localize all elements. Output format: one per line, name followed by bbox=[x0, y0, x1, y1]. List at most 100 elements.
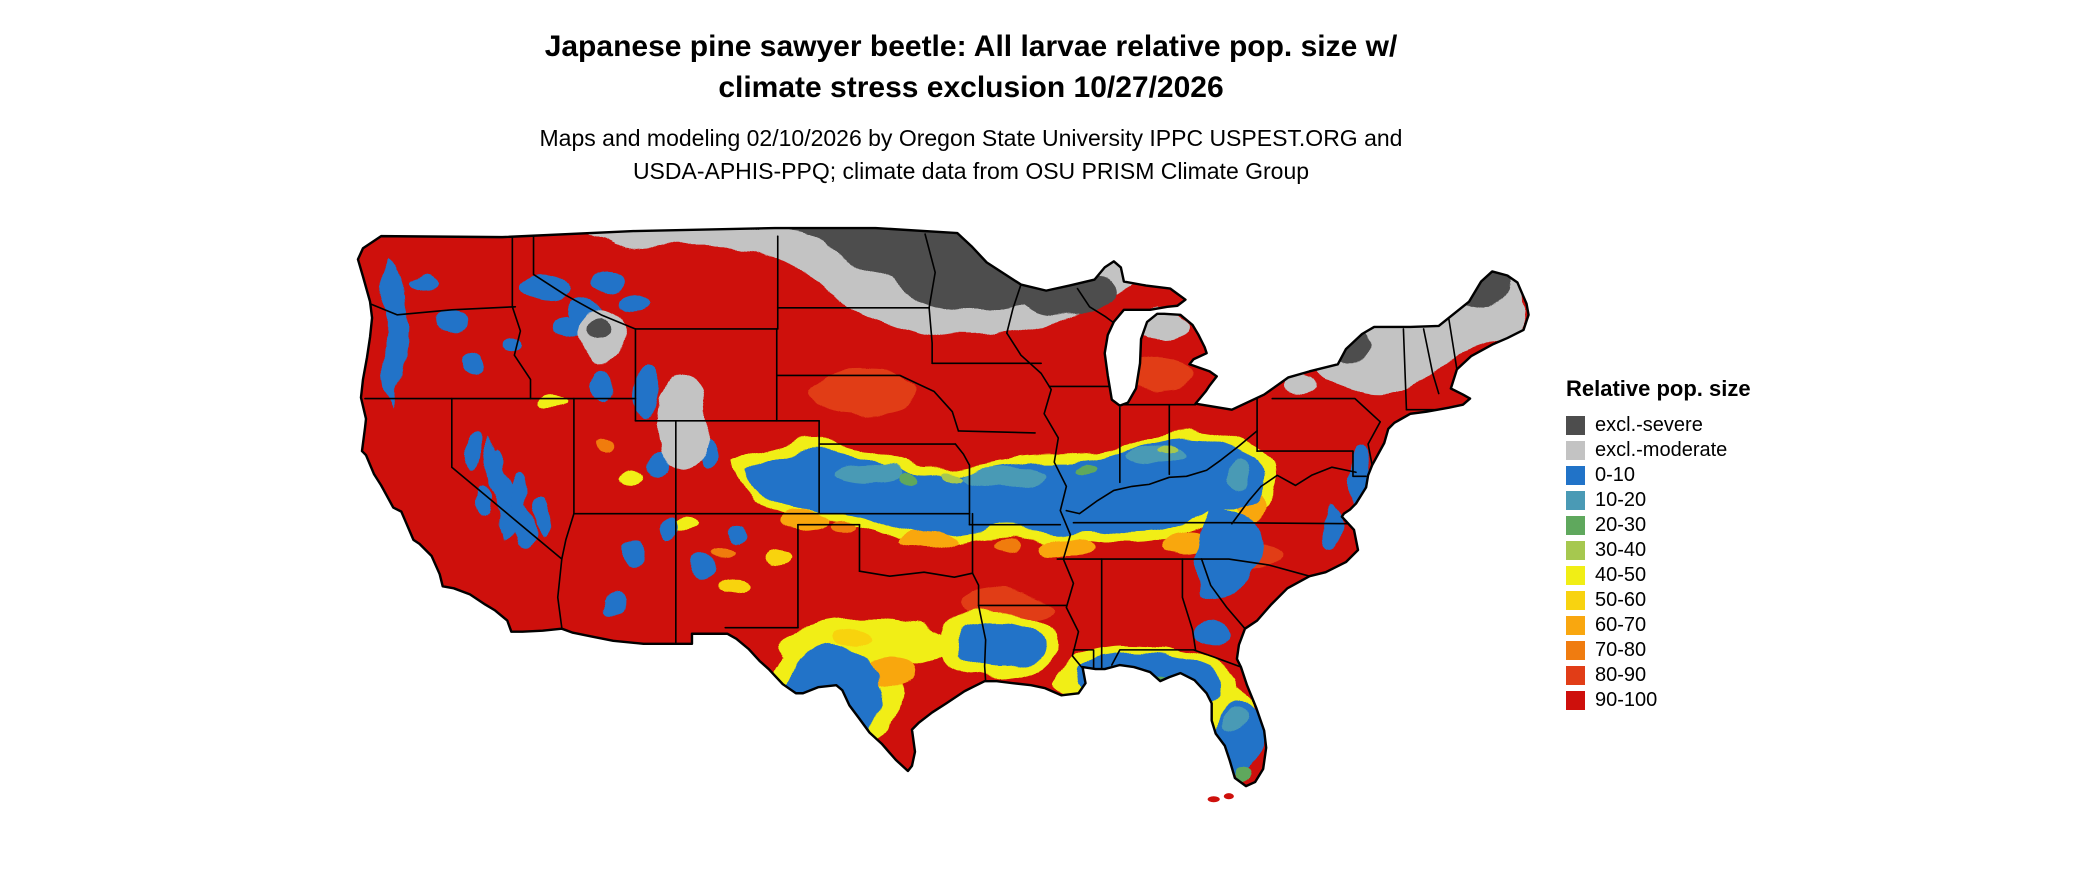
raster-region bbox=[489, 450, 506, 495]
raster-region bbox=[1127, 445, 1189, 464]
raster-region bbox=[696, 555, 717, 580]
map-legend: Relative pop. size excl.-severe excl.-mod… bbox=[1566, 376, 1751, 713]
raster-region bbox=[714, 549, 735, 561]
raster-region bbox=[606, 591, 625, 612]
legend-item: excl.-moderate bbox=[1566, 438, 1751, 463]
raster-region bbox=[1442, 256, 1514, 312]
state-border bbox=[1260, 466, 1357, 488]
legend-item: 90-100 bbox=[1566, 688, 1751, 713]
state-border bbox=[1422, 328, 1440, 395]
legend-swatch bbox=[1566, 516, 1585, 535]
us-outline bbox=[356, 226, 1530, 788]
raster-region bbox=[744, 437, 1265, 536]
legend-item: 10-20 bbox=[1566, 488, 1751, 513]
legend-swatch bbox=[1566, 641, 1585, 660]
state-border bbox=[511, 305, 532, 400]
raster-region bbox=[619, 293, 648, 312]
state-border bbox=[1352, 450, 1367, 478]
raster-region bbox=[593, 367, 614, 400]
map-title-line-2: climate stress exclusion 10/27/2026 bbox=[718, 71, 1224, 104]
raster-region bbox=[657, 371, 711, 477]
legend-label: 30-40 bbox=[1595, 539, 1647, 561]
raster-region bbox=[1195, 625, 1232, 650]
legend-label: 50-60 bbox=[1595, 589, 1647, 611]
raster-region bbox=[830, 629, 871, 646]
raster-region bbox=[477, 484, 492, 517]
florida-keys bbox=[1207, 793, 1234, 803]
raster-region bbox=[382, 256, 407, 404]
raster-region bbox=[435, 308, 468, 329]
map-subtitle-line-1: Maps and modeling 02/10/2026 by Oregon S… bbox=[539, 125, 1403, 151]
raster-region bbox=[762, 547, 787, 563]
legend-label: 70-80 bbox=[1595, 639, 1647, 661]
legend-item: 20-30 bbox=[1566, 513, 1751, 538]
legend-item: 0-10 bbox=[1566, 463, 1751, 488]
raster-region bbox=[465, 431, 483, 473]
raster-region bbox=[409, 274, 434, 291]
raster-region bbox=[461, 351, 483, 376]
raster-region bbox=[548, 320, 581, 342]
legend-swatch bbox=[1566, 691, 1585, 710]
raster-region bbox=[1158, 445, 1179, 454]
legend-swatch bbox=[1566, 541, 1585, 560]
raster-region bbox=[502, 335, 523, 352]
state-border bbox=[1181, 558, 1197, 651]
legend-label: excl.-moderate bbox=[1595, 439, 1728, 461]
state-border bbox=[1367, 421, 1382, 467]
raster-region bbox=[1226, 458, 1252, 491]
raster-region bbox=[895, 530, 957, 551]
raster-region bbox=[521, 272, 574, 305]
raster-region bbox=[1075, 464, 1100, 475]
figure-header: Japanese pine sawyer beetle: All larvae … bbox=[0, 26, 1942, 188]
raster-region bbox=[783, 645, 881, 747]
raster-region bbox=[621, 467, 646, 482]
raster-region bbox=[831, 464, 900, 485]
legend-swatch bbox=[1566, 666, 1585, 685]
raster-region bbox=[720, 578, 749, 593]
raster-region bbox=[946, 470, 967, 479]
raster-region bbox=[593, 437, 614, 451]
raster-region bbox=[511, 470, 528, 515]
raster-region bbox=[1319, 502, 1340, 547]
state-border bbox=[1006, 283, 1022, 334]
legend-swatch bbox=[1566, 416, 1585, 435]
legend-swatch bbox=[1566, 616, 1585, 635]
raster-region bbox=[1287, 376, 1316, 395]
legend-label: 90-100 bbox=[1595, 689, 1658, 711]
legend-rows: excl.-severe excl.-moderate 0-10 10-20 20-30… bbox=[1566, 413, 1751, 713]
raster-region bbox=[621, 538, 646, 572]
legend-swatch bbox=[1566, 591, 1585, 610]
state-border bbox=[924, 233, 936, 365]
legend-label: 80-90 bbox=[1595, 664, 1647, 686]
state-border bbox=[1200, 558, 1246, 630]
map-subtitle: Maps and modeling 02/10/2026 by Oregon S… bbox=[0, 122, 1942, 188]
map-clipped-area bbox=[357, 228, 1529, 787]
legend-item: excl.-severe bbox=[1566, 413, 1751, 438]
state-border bbox=[858, 570, 974, 579]
state-border bbox=[775, 374, 960, 432]
raster-region bbox=[895, 474, 916, 485]
raster-region bbox=[538, 395, 567, 412]
raster-region bbox=[966, 465, 1048, 484]
legend-label: 10-20 bbox=[1595, 489, 1647, 511]
legend-swatch bbox=[1566, 566, 1585, 585]
raster-region bbox=[1016, 270, 1118, 315]
raster-region bbox=[590, 269, 627, 292]
state-border bbox=[1402, 328, 1408, 411]
raster-region bbox=[656, 512, 677, 541]
raster-region bbox=[1207, 796, 1220, 803]
raster-region bbox=[588, 317, 615, 345]
state-border bbox=[1006, 332, 1083, 668]
state-border bbox=[369, 302, 517, 316]
raster-region bbox=[1091, 680, 1124, 693]
raster-region bbox=[1195, 512, 1263, 600]
state-border bbox=[1072, 649, 1095, 669]
raster-region bbox=[868, 661, 913, 687]
raster-region bbox=[1347, 441, 1373, 523]
legend-label: 0-10 bbox=[1595, 464, 1636, 486]
state-border bbox=[1200, 558, 1311, 578]
state-border bbox=[971, 572, 987, 682]
state-border bbox=[532, 235, 637, 330]
raster-region bbox=[1223, 793, 1234, 800]
